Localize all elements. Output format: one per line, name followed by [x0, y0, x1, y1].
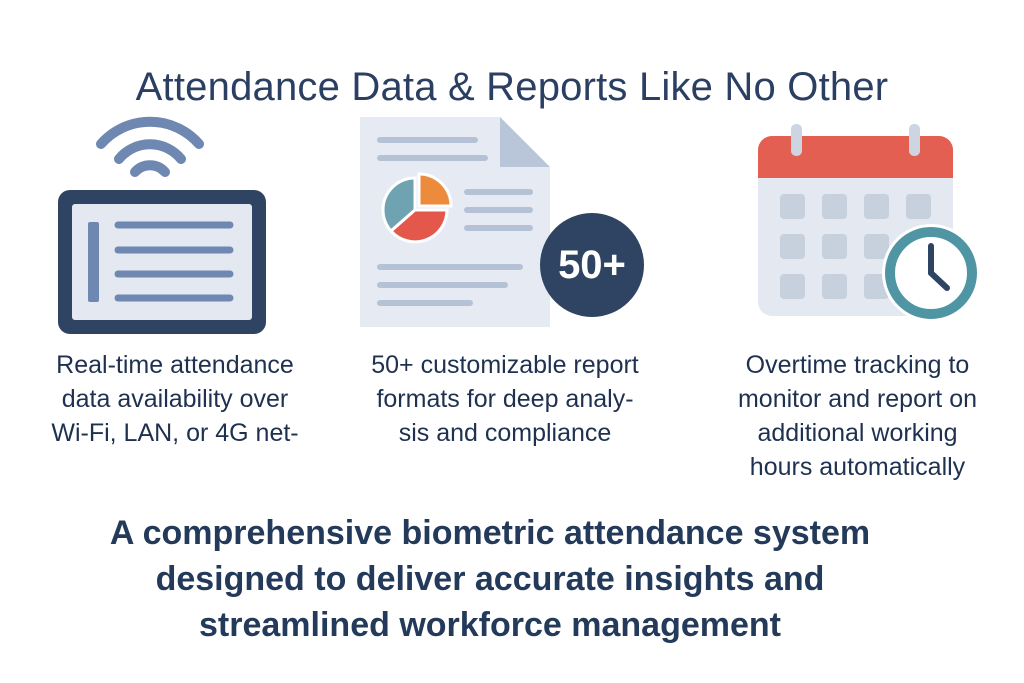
calendar-header [758, 136, 953, 178]
document-fold [500, 117, 550, 167]
calendar-clock-icon [758, 124, 980, 322]
caption-line: Wi-Fi, LAN, or 4G net- [51, 419, 299, 447]
clock-icon [882, 224, 980, 322]
count-badge-label: 50+ [558, 243, 626, 287]
page-title: Attendance Data & Reports Like No Other [135, 64, 889, 109]
pie-chart-icon [381, 172, 453, 244]
count-badge [540, 213, 644, 317]
feature-caption: Real-time attendance data availability o… [30, 348, 320, 450]
document-page [360, 117, 550, 327]
caption-line: Real-time attendance [56, 351, 294, 379]
wifi-tablet-icon [58, 116, 266, 334]
tagline-line: designed to deliver accurate insights an… [155, 560, 825, 598]
feature-caption: 50+ customizable report formats for deep… [345, 348, 665, 450]
caption-line: sis and compliance [398, 419, 612, 447]
feature-caption: Overtime tracking to monitor and report … [705, 348, 1010, 484]
tagline: A comprehensive biometric attendance sys… [40, 510, 940, 648]
caption-line: hours automatically [749, 453, 966, 481]
caption-line: data availability over [61, 385, 289, 413]
wifi-icon [96, 116, 204, 177]
tagline-line: streamlined workforce management [199, 606, 781, 644]
tagline-line: A comprehensive biometric attendance sys… [109, 514, 871, 552]
caption-line: Overtime tracking to [745, 351, 970, 379]
caption-line: formats for deep analy- [376, 385, 634, 413]
caption-line: monitor and report on [737, 385, 978, 413]
report-document-icon [360, 117, 644, 327]
caption-line: additional working [757, 419, 958, 447]
caption-line: 50+ customizable report [371, 351, 639, 379]
tablet-screen [72, 204, 252, 320]
